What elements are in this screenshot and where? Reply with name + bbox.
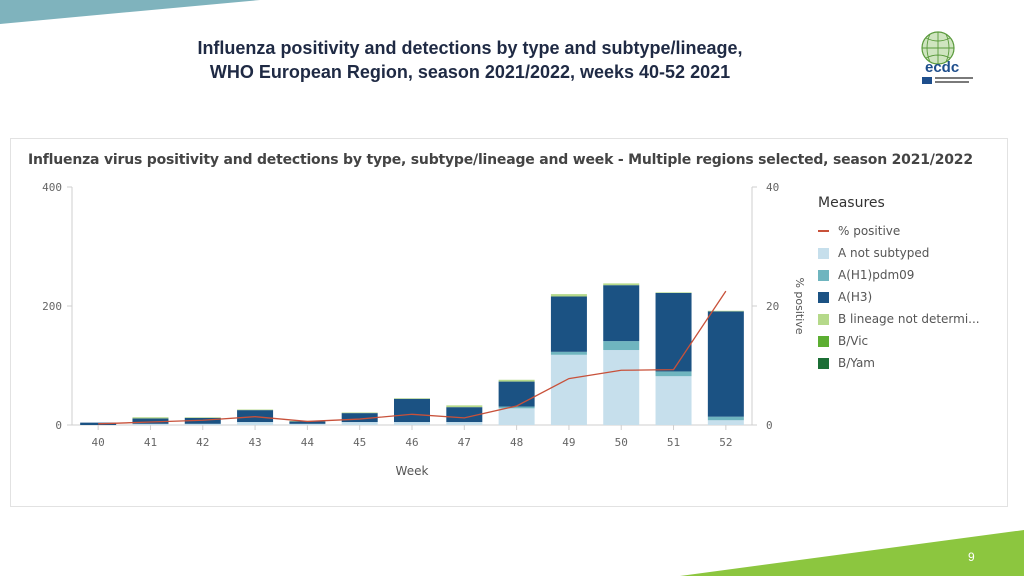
y-tick-label: 0 <box>55 419 62 432</box>
y-tick-label: 400 <box>42 181 62 194</box>
x-tick-label: 46 <box>405 436 418 449</box>
x-tick-label: 49 <box>562 436 575 449</box>
legend-item[interactable]: A(H1)pdm09 <box>818 264 980 286</box>
x-tick-label: 48 <box>510 436 523 449</box>
y2-axis-title: % positive <box>793 277 806 334</box>
bar-segment <box>341 422 378 425</box>
bar-segment <box>603 285 640 342</box>
bar-segment <box>498 408 535 425</box>
bar-segment <box>707 310 744 312</box>
percent-positive-line <box>98 290 727 425</box>
x-tick-label: 47 <box>458 436 471 449</box>
legend-label: A not subtyped <box>838 246 930 260</box>
y2-tick-label: 40 <box>766 181 779 194</box>
bar-segment <box>446 422 483 425</box>
bar-segment <box>655 376 692 425</box>
legend-title: Measures <box>818 195 885 211</box>
bar-segment <box>341 413 378 423</box>
bar-segment <box>707 311 744 417</box>
bar-segment <box>603 341 640 351</box>
bar-segment <box>655 371 692 377</box>
bar-segment <box>550 354 587 425</box>
legend: Measures % positive A not subtyped A(H1)pd… <box>818 195 980 374</box>
chart-panel <box>10 138 1008 507</box>
bar-segment <box>498 381 535 407</box>
bar-segment <box>498 379 535 382</box>
bar-segment <box>394 398 430 423</box>
legend-item[interactable]: B/Vic <box>818 330 980 352</box>
x-tick-label: 50 <box>615 436 628 449</box>
y-tick-label: 200 <box>42 300 62 313</box>
y2-tick-label: 20 <box>766 300 779 313</box>
bar-segment <box>550 296 587 352</box>
bottom-right-band <box>680 530 1024 576</box>
x-tick-label: 45 <box>353 436 366 449</box>
eu-flag-icon <box>922 77 932 84</box>
legend-swatch <box>818 335 829 347</box>
chart-title: Influenza virus positivity and detection… <box>28 152 973 168</box>
legend-item[interactable]: B/Yam <box>818 352 980 374</box>
legend-item[interactable]: B lineage not determi... <box>818 308 980 330</box>
legend-item[interactable]: % positive <box>818 220 980 242</box>
globe-grid-icon <box>922 32 954 64</box>
x-tick-label: 51 <box>667 436 680 449</box>
bar-segment <box>603 283 640 286</box>
bar-segment <box>132 423 169 425</box>
bar-segment <box>132 417 169 419</box>
bar-segment <box>341 412 378 414</box>
ecdc-logo: ecdc <box>921 31 973 84</box>
bar-segment <box>550 294 587 297</box>
legend-item[interactable]: A(H3) <box>818 286 980 308</box>
bar-segment <box>707 416 744 421</box>
bar-segment <box>446 407 483 423</box>
bar-segment <box>237 409 274 411</box>
x-tick-label: 43 <box>248 436 261 449</box>
legend-item[interactable]: A not subtyped <box>818 242 980 264</box>
x-tick-label: 42 <box>196 436 209 449</box>
bar-segment <box>446 405 483 408</box>
legend-swatch <box>818 247 829 259</box>
bar-segment <box>394 398 430 399</box>
bar-segment <box>655 292 692 293</box>
bar-segment <box>603 350 640 425</box>
bar-segment <box>289 423 326 425</box>
x-tick-label: 41 <box>144 436 157 449</box>
bar-segment <box>707 420 744 425</box>
legend-label: % positive <box>838 224 901 238</box>
legend-swatch <box>818 313 829 325</box>
legend-label: A(H1)pdm09 <box>838 268 915 282</box>
legend-swatch <box>818 357 829 369</box>
x-tick-label: 52 <box>719 436 732 449</box>
slide-title: Influenza positivity and detections by t… <box>150 36 790 84</box>
slide-title-line-1: Influenza positivity and detections by t… <box>197 38 743 58</box>
x-axis-title: Week <box>396 464 429 478</box>
bar-segment <box>132 418 169 424</box>
legend-label: B lineage not determi... <box>838 312 980 326</box>
legend-swatch <box>818 269 829 281</box>
legend-label: A(H3) <box>838 290 873 304</box>
x-tick-label: 44 <box>301 436 315 449</box>
legend-label: B/Vic <box>838 334 869 348</box>
page-number: 9 <box>968 550 975 564</box>
logo-agency-text-block-2 <box>935 81 969 83</box>
bar-segment <box>289 421 326 424</box>
legend-swatch <box>818 230 829 232</box>
legend-swatch <box>818 291 829 303</box>
top-left-band <box>0 0 260 24</box>
x-tick-label: 40 <box>92 436 105 449</box>
bar-segment <box>550 351 587 355</box>
legend-label: B/Yam <box>838 356 875 370</box>
bar-segment <box>184 417 221 418</box>
y2-tick-label: 0 <box>766 419 773 432</box>
bar-segment <box>237 422 274 425</box>
logo-agency-text-block <box>935 77 973 79</box>
bar-segment <box>184 423 221 425</box>
slide-title-line-2: WHO European Region, season 2021/2022, w… <box>209 62 731 82</box>
logo-wordmark: ecdc <box>925 59 959 76</box>
bar-segment <box>655 292 692 372</box>
bar-segment <box>498 406 535 409</box>
bar-segment <box>394 422 430 425</box>
